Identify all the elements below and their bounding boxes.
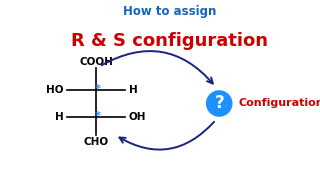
Text: R & S configuration: R & S configuration [71, 32, 268, 50]
Text: Configuration: Configuration [238, 98, 320, 109]
Text: COOH: COOH [79, 57, 113, 67]
Text: ?: ? [214, 94, 224, 112]
Text: How to assign: How to assign [123, 5, 216, 18]
Text: HO: HO [46, 85, 63, 95]
Text: CHO: CHO [84, 137, 108, 147]
Text: H: H [55, 112, 63, 122]
Ellipse shape [207, 91, 232, 116]
Text: *: * [95, 111, 101, 122]
Text: OH: OH [129, 112, 146, 122]
Text: *: * [95, 84, 101, 95]
Text: H: H [129, 85, 137, 95]
